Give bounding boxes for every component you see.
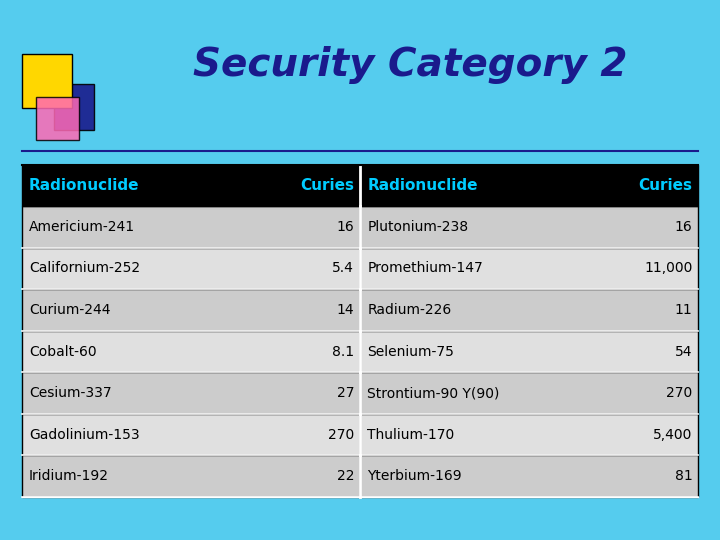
FancyBboxPatch shape xyxy=(360,165,698,206)
Text: Iridium-192: Iridium-192 xyxy=(29,469,109,483)
Text: 11: 11 xyxy=(675,303,693,317)
FancyBboxPatch shape xyxy=(22,54,72,108)
Text: Radionuclide: Radionuclide xyxy=(367,178,477,193)
FancyBboxPatch shape xyxy=(36,97,79,140)
FancyBboxPatch shape xyxy=(360,248,698,289)
FancyBboxPatch shape xyxy=(360,455,698,497)
Text: Selenium-75: Selenium-75 xyxy=(367,345,454,359)
Text: 5,400: 5,400 xyxy=(653,428,693,442)
Text: 11,000: 11,000 xyxy=(644,261,693,275)
FancyBboxPatch shape xyxy=(22,414,360,455)
Text: 54: 54 xyxy=(675,345,693,359)
Text: Radionuclide: Radionuclide xyxy=(29,178,139,193)
FancyBboxPatch shape xyxy=(360,414,698,455)
Text: Cesium-337: Cesium-337 xyxy=(29,386,112,400)
Text: 81: 81 xyxy=(675,469,693,483)
Text: 14: 14 xyxy=(337,303,354,317)
FancyBboxPatch shape xyxy=(22,289,360,330)
FancyBboxPatch shape xyxy=(54,84,94,130)
Text: Yterbium-169: Yterbium-169 xyxy=(367,469,462,483)
Text: Security Category 2: Security Category 2 xyxy=(193,46,628,84)
Text: 16: 16 xyxy=(336,220,354,234)
Text: Curies: Curies xyxy=(639,178,693,193)
Text: Radium-226: Radium-226 xyxy=(367,303,451,317)
Text: 270: 270 xyxy=(667,386,693,400)
Text: 5.4: 5.4 xyxy=(333,261,354,275)
FancyBboxPatch shape xyxy=(22,165,360,206)
FancyBboxPatch shape xyxy=(22,248,360,289)
Text: 16: 16 xyxy=(675,220,693,234)
FancyBboxPatch shape xyxy=(360,206,698,248)
Text: Strontium-90 Y(90): Strontium-90 Y(90) xyxy=(367,386,500,400)
Text: 8.1: 8.1 xyxy=(332,345,354,359)
Text: Californium-252: Californium-252 xyxy=(29,261,140,275)
Text: 27: 27 xyxy=(337,386,354,400)
Text: Promethium-147: Promethium-147 xyxy=(367,261,483,275)
FancyBboxPatch shape xyxy=(360,289,698,330)
FancyBboxPatch shape xyxy=(22,455,360,497)
Text: 22: 22 xyxy=(337,469,354,483)
Text: Plutonium-238: Plutonium-238 xyxy=(367,220,468,234)
FancyBboxPatch shape xyxy=(22,372,360,414)
FancyBboxPatch shape xyxy=(22,330,360,372)
FancyBboxPatch shape xyxy=(360,330,698,372)
Text: Thulium-170: Thulium-170 xyxy=(367,428,454,442)
Text: Curium-244: Curium-244 xyxy=(29,303,110,317)
Text: Americium-241: Americium-241 xyxy=(29,220,135,234)
FancyBboxPatch shape xyxy=(22,206,360,248)
Text: Cobalt-60: Cobalt-60 xyxy=(29,345,96,359)
Text: Gadolinium-153: Gadolinium-153 xyxy=(29,428,140,442)
Text: 270: 270 xyxy=(328,428,354,442)
Text: Curies: Curies xyxy=(300,178,354,193)
FancyBboxPatch shape xyxy=(360,372,698,414)
